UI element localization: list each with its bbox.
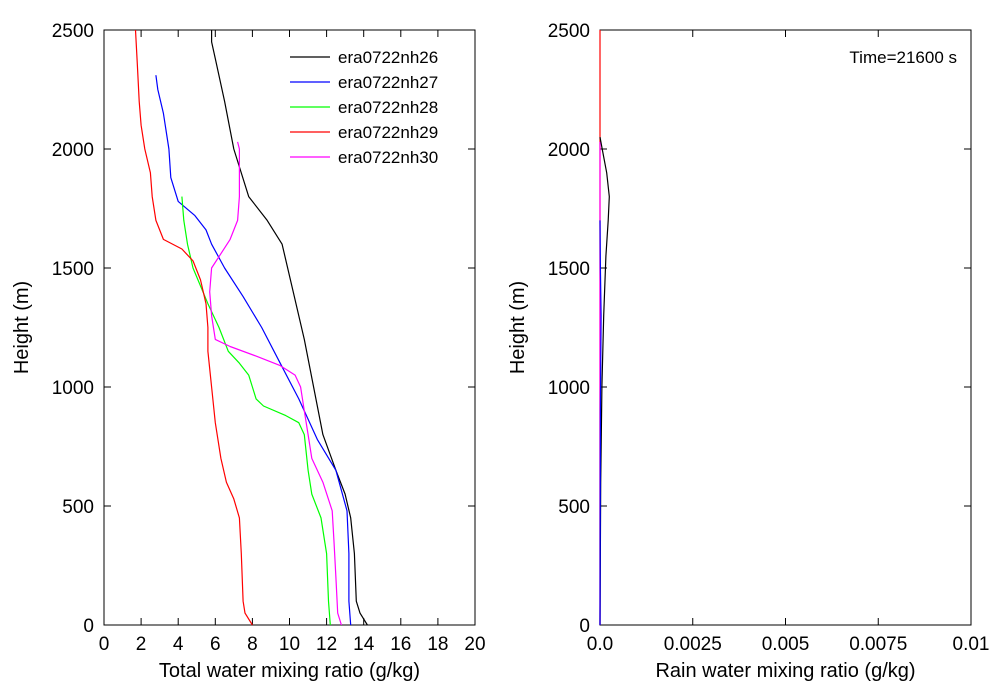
y-tick-label: 0	[83, 616, 94, 637]
x-tick-label: 6	[210, 634, 221, 655]
y-tick-label: 2000	[548, 140, 590, 161]
series-line-era0722nh26	[211, 30, 368, 626]
y-tick-label: 2500	[52, 21, 94, 42]
plot-frame	[103, 29, 476, 626]
y-axis-label: Height (m)	[11, 281, 33, 374]
plot-rain-water: 0.0 0.0025 0.005 0.0075 0.01 0 500 1000 1500 2000…	[507, 21, 989, 682]
series-line-series-2	[599, 136, 610, 626]
y-tick-label: 1500	[52, 259, 94, 280]
x-tick-label: 18	[427, 634, 448, 655]
legend-label: era0722nh28	[338, 98, 438, 117]
y-tick-label: 1500	[548, 259, 590, 280]
y-tick-label: 2500	[548, 21, 590, 42]
y-tick-label: 500	[62, 497, 94, 518]
y-tick-label: 1000	[548, 378, 590, 399]
y-tick-label: 1000	[52, 378, 94, 399]
time-annotation: Time=21600 s	[849, 48, 957, 67]
x-tick-label: 0.0	[587, 634, 613, 655]
x-tick-label: 2	[136, 634, 147, 655]
x-tick-label: 16	[390, 634, 411, 655]
x-tick-label: 0.0075	[849, 634, 907, 655]
legend-label: era0722nh26	[338, 48, 438, 67]
x-tick-label: 0.0025	[664, 634, 722, 655]
y-tick-label: 2000	[52, 140, 94, 161]
series-line-era0722nh27	[155, 75, 352, 626]
x-tick-label: 0.005	[762, 634, 810, 655]
x-axis-label: Rain water mixing ratio (g/kg)	[655, 660, 915, 682]
series-line-era0722nh30	[209, 141, 342, 626]
plot-total-water: 0 2 4 6 8 10 12 14 16 18 20 0 500 1000 1500 2000 2500 Tot…	[11, 21, 486, 682]
y-tick-label: 500	[558, 497, 590, 518]
series-line-era0722nh28	[181, 196, 331, 626]
x-tick-label: 10	[279, 634, 300, 655]
x-tick-label: 12	[316, 634, 337, 655]
series-line-era0722nh29	[134, 29, 253, 626]
x-tick-label: 4	[173, 634, 184, 655]
series-line-series-3	[599, 220, 602, 626]
legend-label: era0722nh29	[338, 123, 438, 142]
x-tick-label: 14	[353, 634, 375, 655]
x-tick-label: 0.01	[953, 634, 990, 655]
legend-label: era0722nh27	[338, 73, 438, 92]
x-tick-label: 0	[99, 634, 110, 655]
plot-frame	[599, 29, 972, 626]
legend-label: era0722nh30	[338, 148, 438, 167]
x-axis-label: Total water mixing ratio (g/kg)	[159, 660, 420, 682]
x-tick-label: 20	[464, 634, 485, 655]
y-axis-label: Height (m)	[507, 281, 529, 374]
y-tick-label: 0	[579, 616, 590, 637]
x-tick-label: 8	[247, 634, 258, 655]
